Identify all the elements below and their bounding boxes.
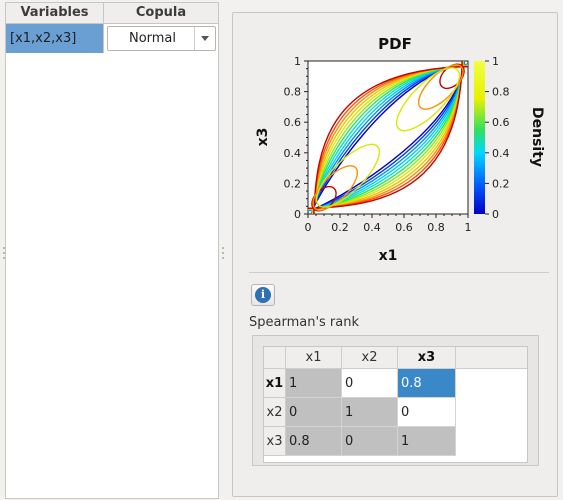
row-filler	[456, 369, 527, 398]
cell-x2-x1: 0	[286, 398, 342, 427]
table-header: Variables Copula	[6, 3, 218, 24]
x-tick-label: 0.8	[427, 221, 445, 234]
marginals-table: Variables Copula [x1,x2,x3] Normal	[5, 2, 219, 499]
y-tick-label: 0.6	[284, 116, 302, 129]
colorbar-tick-label: 0.2	[492, 177, 510, 190]
y-tick-label: 0	[294, 208, 301, 221]
row-header-x2[interactable]: x2	[264, 398, 286, 427]
cell-x1-x3[interactable]: 0.8	[398, 369, 456, 398]
copula-select[interactable]: Normal	[107, 26, 216, 51]
splitter-handle[interactable]	[221, 246, 225, 260]
colorbar-axis: 0 0.2 0.4 0.6 0.8 1	[485, 55, 510, 221]
y-tick-label: 0.8	[284, 86, 302, 99]
cell-x1-x1: 1	[286, 369, 342, 398]
y-axis-label: x3	[255, 128, 271, 147]
y-tick-label: 1	[294, 55, 301, 68]
cell-x3-x2: 0	[342, 427, 398, 456]
x-tick-label: 0	[305, 221, 312, 234]
header-filler	[456, 347, 527, 369]
row-header-x3[interactable]: x3	[264, 427, 286, 456]
colorbar-tick-label: 1	[492, 55, 499, 68]
colorbar-label: Density	[529, 107, 545, 167]
spearman-table: x1 x2 x3 x1 1 0 0.8 x2 0 1 0 x3 0.8 0 1	[263, 346, 528, 463]
x-tick-label: 0.6	[395, 221, 413, 234]
cell-x3-x1: 0.8	[286, 427, 342, 456]
x-axis-label: x1	[379, 248, 398, 264]
colorbar-tick-label: 0.4	[492, 147, 510, 160]
row-filler	[456, 427, 527, 456]
corner-header[interactable]	[264, 347, 286, 369]
y-tick-label: 0.2	[284, 177, 302, 190]
table-row[interactable]: [x1,x2,x3] Normal	[6, 24, 218, 53]
x-tick-label: 1	[465, 221, 472, 234]
row-filler	[456, 398, 527, 427]
variables-cell[interactable]: [x1,x2,x3]	[6, 24, 104, 53]
header-copula[interactable]: Copula	[104, 3, 218, 23]
x-tick-label: 0.4	[363, 221, 381, 234]
cell-x3-x3: 1	[398, 427, 456, 456]
cell-x2-x2: 1	[342, 398, 398, 427]
y-tick-label: 0.4	[284, 147, 302, 160]
spearman-frame: x1 x2 x3 x1 1 0 0.8 x2 0 1 0 x3 0.8 0 1	[252, 335, 539, 466]
left-splitter-handle[interactable]	[2, 246, 6, 260]
column-header-x1[interactable]: x1	[286, 347, 342, 369]
info-button[interactable]: i	[251, 284, 275, 306]
y-axis: 0 0.2 0.4 0.6 0.8 1	[284, 55, 309, 221]
chevron-down-icon	[201, 36, 209, 41]
colorbar-tick-label: 0.6	[492, 116, 510, 129]
cell-x1-x2[interactable]: 0	[342, 369, 398, 398]
colorbar	[474, 61, 485, 214]
colorbar-tick-label: 0.8	[492, 86, 510, 99]
info-icon: i	[255, 287, 271, 303]
separator	[249, 272, 549, 273]
column-header-x2[interactable]: x2	[342, 347, 398, 369]
spearman-label: Spearman's rank	[249, 315, 359, 330]
x-axis: 0 0.2 0.4 0.6 0.8 1	[305, 214, 472, 234]
copula-dropdown-button[interactable]	[194, 27, 215, 50]
plot-title: PDF	[378, 35, 412, 53]
colorbar-tick-label: 0	[492, 208, 499, 221]
copula-panel: PDF 0 0.2 0.4 0.6 0.8 1 0 0.2 0.4 0.6 0.8 1 x1 x3 …	[232, 12, 558, 497]
column-header-x3[interactable]: x3	[398, 347, 456, 369]
pdf-contour-plot: PDF 0 0.2 0.4 0.6 0.8 1 00.20.40.60.81 x1 x3 …	[233, 13, 559, 275]
cell-x2-x3[interactable]: 0	[398, 398, 456, 427]
row-header-x1[interactable]: x1	[264, 369, 286, 398]
x-tick-label: 0.2	[331, 221, 349, 234]
header-variables[interactable]: Variables	[6, 3, 104, 23]
